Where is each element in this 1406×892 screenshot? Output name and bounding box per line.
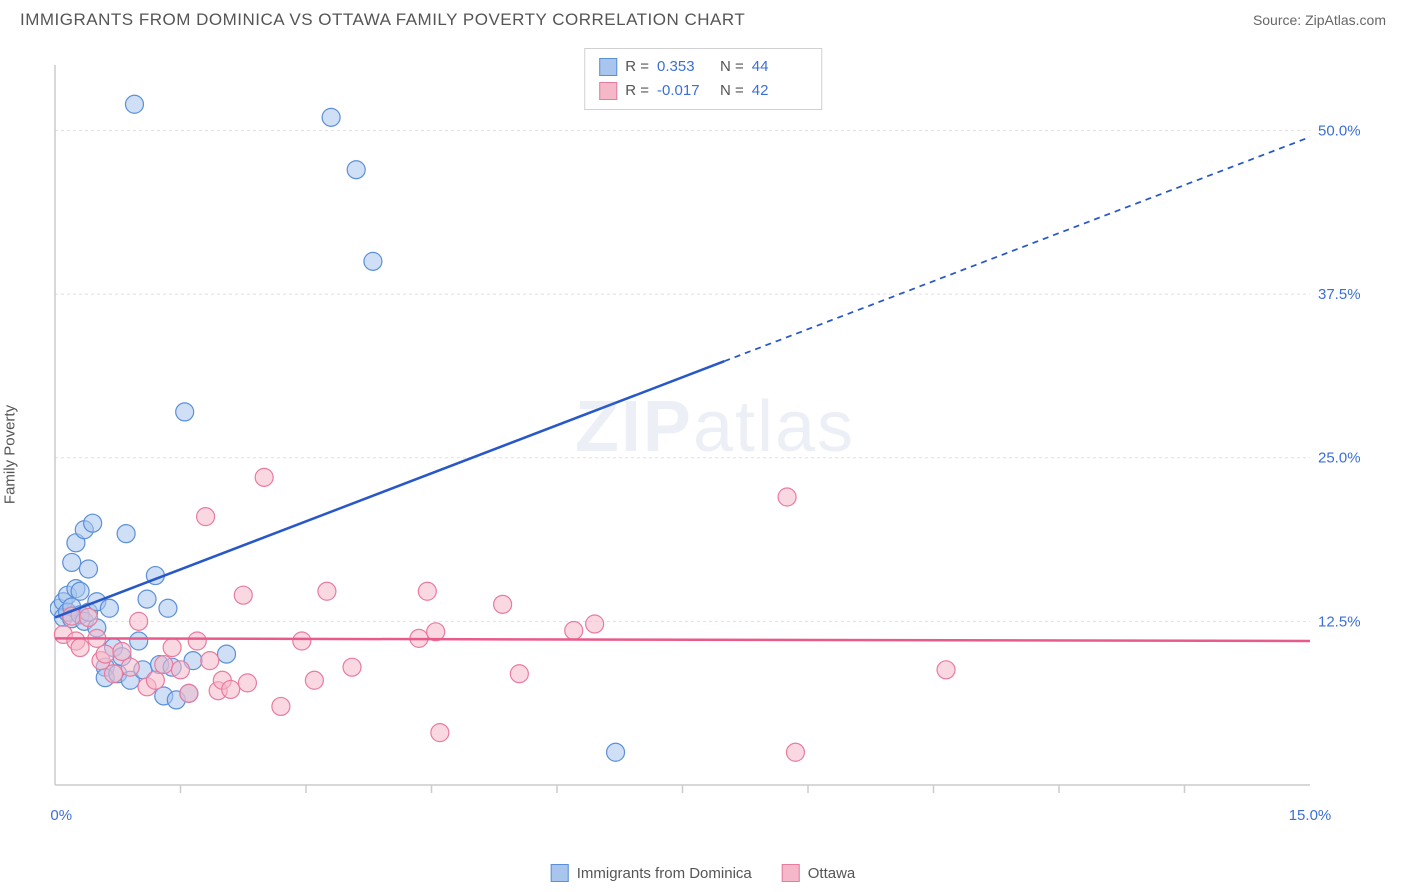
r-value-2: -0.017 bbox=[657, 79, 712, 103]
n-value-1: 44 bbox=[752, 55, 807, 79]
r-label-2: R = bbox=[625, 79, 649, 103]
series2-name: Ottawa bbox=[808, 865, 856, 882]
legend-item-series2: Ottawa bbox=[782, 864, 856, 882]
svg-text:0.0%: 0.0% bbox=[50, 807, 72, 824]
plot-container: 12.5%25.0%37.5%50.0%0.0%15.0% ZIPatlas bbox=[50, 45, 1380, 840]
n-value-2: 42 bbox=[752, 79, 807, 103]
legend-row-series2: R = -0.017 N = 42 bbox=[599, 79, 807, 103]
swatch-bottom-series1 bbox=[551, 864, 569, 882]
svg-text:12.5%: 12.5% bbox=[1318, 613, 1361, 630]
chart-svg: 12.5% 25.0% 37.5% 50.0% 0.0% 15.0% bbox=[50, 45, 1380, 840]
chart-title: IMMIGRANTS FROM DOMINICA VS OTTAWA FAMIL… bbox=[20, 10, 745, 30]
source-attribution: Source: ZipAtlas.com bbox=[1253, 12, 1386, 28]
svg-text:37.5%: 37.5% bbox=[1318, 286, 1361, 303]
source-name: ZipAtlas.com bbox=[1305, 12, 1386, 28]
source-prefix: Source: bbox=[1253, 12, 1305, 28]
svg-text:50.0%: 50.0% bbox=[1318, 122, 1361, 139]
r-value-1: 0.353 bbox=[657, 55, 712, 79]
series1-name: Immigrants from Dominica bbox=[577, 865, 752, 882]
swatch-series1 bbox=[599, 58, 617, 76]
swatch-series2 bbox=[599, 82, 617, 100]
legend-item-series1: Immigrants from Dominica bbox=[551, 864, 752, 882]
legend-row-series1: R = 0.353 N = 44 bbox=[599, 55, 807, 79]
n-label-1: N = bbox=[720, 55, 744, 79]
swatch-bottom-series2 bbox=[782, 864, 800, 882]
y-axis-label: Family Poverty bbox=[2, 405, 19, 504]
r-label-1: R = bbox=[625, 55, 649, 79]
correlation-legend: R = 0.353 N = 44 R = -0.017 N = 42 bbox=[584, 48, 822, 110]
n-label-2: N = bbox=[720, 79, 744, 103]
svg-text:15.0%: 15.0% bbox=[1289, 807, 1332, 824]
svg-text:25.0%: 25.0% bbox=[1318, 450, 1361, 467]
header: IMMIGRANTS FROM DOMINICA VS OTTAWA FAMIL… bbox=[0, 0, 1406, 38]
series-legend: Immigrants from Dominica Ottawa bbox=[551, 864, 856, 882]
